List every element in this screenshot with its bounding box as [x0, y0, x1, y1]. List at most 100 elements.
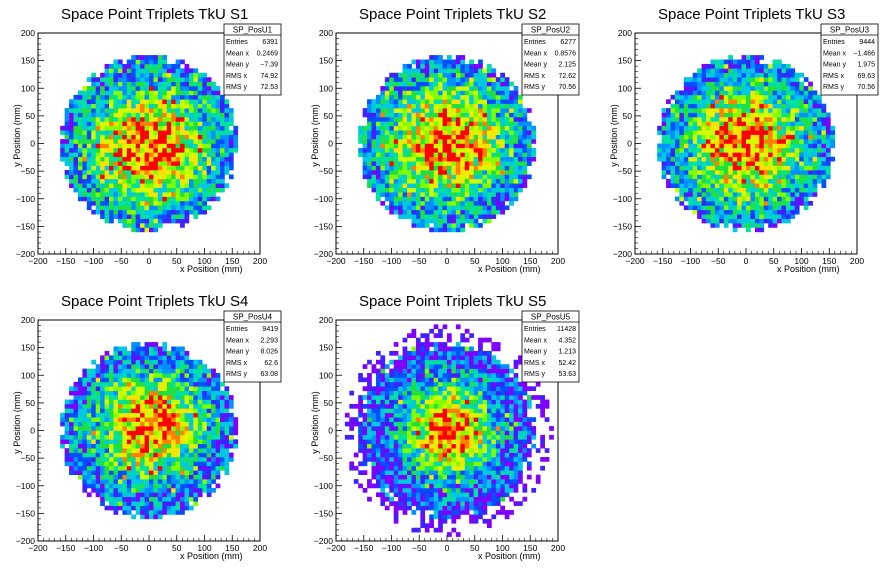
heatmap-cell	[171, 408, 176, 414]
heatmap-cell	[389, 72, 395, 78]
heatmap-cell	[104, 465, 110, 471]
heatmap-cell	[746, 218, 751, 224]
heatmap-cell	[478, 143, 483, 149]
heatmap-cell	[803, 174, 809, 180]
heatmap-cell	[518, 108, 523, 113]
heatmap-cell	[759, 227, 765, 233]
heatmap-cell	[175, 346, 181, 352]
heatmap-cell	[500, 147, 506, 153]
heatmap-cell	[197, 143, 203, 149]
heatmap-cell	[732, 94, 738, 100]
heatmap-cell	[710, 125, 716, 131]
heatmap-cell	[180, 205, 185, 211]
heatmap-cell	[772, 205, 778, 211]
heatmap-cell	[407, 183, 412, 188]
heatmap-cell	[522, 178, 528, 184]
heatmap-cell	[719, 94, 725, 100]
heatmap-cell	[91, 152, 97, 158]
heatmap-cell	[495, 90, 501, 96]
heatmap-cell	[411, 130, 417, 135]
heatmap-cell	[77, 174, 83, 180]
heatmap-cell	[500, 192, 506, 197]
heatmap-cell	[175, 143, 181, 149]
heatmap-cell	[402, 86, 408, 91]
y-tick-label: 150	[618, 56, 632, 66]
heatmap-cell	[513, 116, 519, 122]
heatmap-cell	[100, 94, 105, 100]
heatmap-cell	[750, 121, 756, 127]
heatmap-cell	[750, 196, 756, 202]
heatmap-cell	[144, 218, 150, 224]
heatmap-cell	[126, 72, 132, 78]
heatmap-cell	[211, 147, 216, 153]
heatmap-cell	[411, 81, 417, 87]
heatmap-cell	[737, 183, 742, 188]
heatmap-cell	[737, 218, 742, 224]
heatmap-cell	[442, 99, 448, 105]
heatmap-cell	[495, 174, 501, 180]
heatmap-cell	[495, 147, 501, 153]
heatmap-cell	[104, 103, 110, 109]
heatmap-cell	[117, 214, 123, 219]
heatmap-cell	[486, 187, 492, 193]
heatmap-cell	[398, 108, 403, 113]
heatmap-cell	[701, 139, 707, 144]
heatmap-cell	[790, 90, 796, 96]
heatmap-cell	[407, 116, 412, 122]
heatmap-cell	[706, 134, 711, 140]
heatmap-cell	[701, 134, 707, 140]
heatmap-cell	[794, 196, 800, 202]
heatmap-cell	[447, 183, 452, 188]
heatmap-cell	[491, 214, 497, 219]
heatmap-cell	[737, 170, 742, 175]
heatmap-cell	[763, 99, 769, 105]
heatmap-cell	[460, 116, 466, 122]
heatmap-cell	[438, 209, 443, 215]
heatmap-cell	[157, 156, 163, 162]
heatmap-cell	[433, 68, 439, 74]
heatmap-cell	[175, 99, 181, 105]
heatmap-cell	[821, 165, 827, 171]
heatmap-cell	[706, 81, 711, 87]
heatmap-cell	[135, 412, 141, 418]
heatmap-cell	[741, 59, 747, 65]
heatmap-cell	[104, 373, 110, 378]
heatmap-cell	[104, 368, 110, 374]
heatmap-cell	[737, 223, 742, 228]
heatmap-cell	[371, 99, 377, 105]
heatmap-cell	[197, 116, 203, 122]
heatmap-cell	[706, 94, 711, 100]
heatmap-cell	[122, 421, 128, 427]
heatmap-cell	[144, 342, 150, 347]
heatmap-cell	[674, 125, 680, 131]
heatmap-cell	[785, 130, 791, 135]
heatmap-cell	[433, 178, 439, 184]
heatmap-cell	[737, 81, 742, 87]
heatmap-cell	[482, 183, 488, 188]
heatmap-cell	[389, 103, 395, 109]
heatmap-cell	[666, 178, 671, 184]
heatmap-cell	[393, 156, 399, 162]
heatmap-cell	[674, 152, 680, 158]
heatmap-cell	[433, 59, 439, 65]
heatmap-cell	[69, 434, 74, 440]
heatmap-cell	[768, 112, 773, 118]
heatmap-cell	[149, 112, 154, 118]
heatmap-cell	[197, 183, 203, 188]
heatmap-cell	[126, 364, 132, 369]
heatmap-cell	[759, 192, 765, 197]
heatmap-cell	[759, 187, 765, 193]
heatmap-cell	[153, 209, 159, 215]
heatmap-cell	[411, 192, 417, 197]
y-tick-label: 150	[319, 56, 333, 66]
heatmap-cell	[473, 134, 479, 140]
heatmap-cell	[149, 152, 154, 158]
heatmap-cell	[393, 99, 399, 105]
heatmap-cell	[407, 63, 412, 69]
heatmap-cell	[91, 139, 97, 144]
heatmap-cell	[188, 147, 194, 153]
heatmap-cell	[683, 161, 689, 166]
heatmap-cell	[140, 373, 145, 378]
heatmap-cell	[808, 200, 813, 206]
heatmap-cell	[683, 156, 689, 162]
